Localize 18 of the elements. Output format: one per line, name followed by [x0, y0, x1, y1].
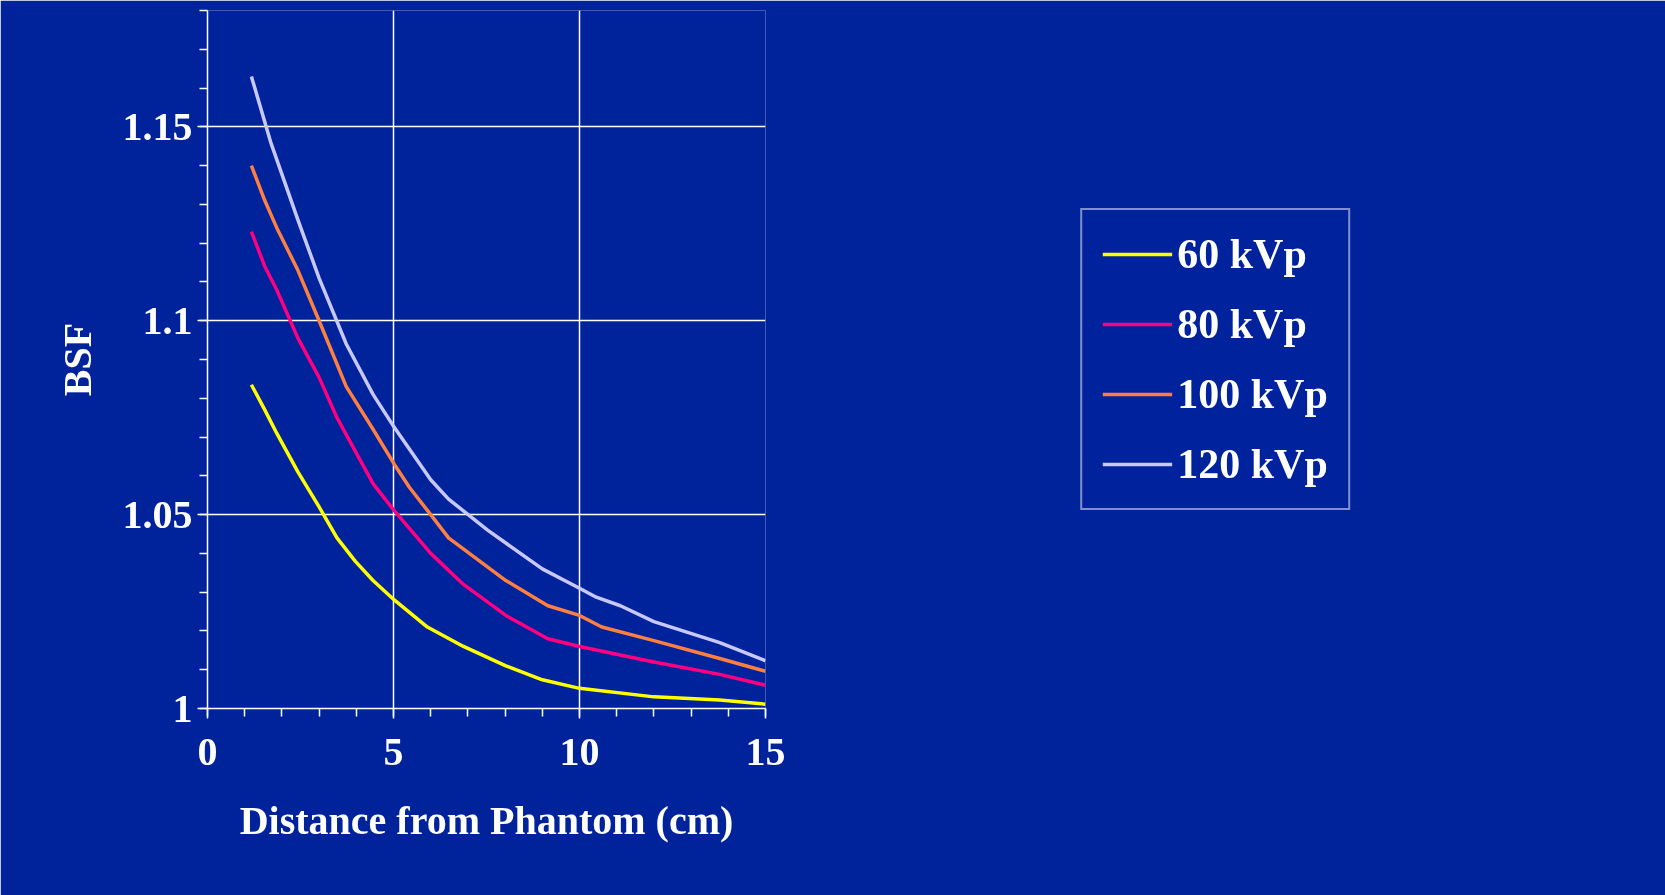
x-tick-label: 15	[745, 728, 786, 774]
y-axis-title: BSF	[54, 322, 100, 397]
legend-label: 80 kVp	[1177, 300, 1307, 348]
line-series	[249, 229, 766, 687]
line-series	[249, 74, 766, 663]
legend-label: 120 kVp	[1177, 440, 1328, 488]
y-tick-label: 1.05	[122, 491, 193, 537]
line-series	[249, 382, 766, 706]
y-tick-label: 1.1	[142, 297, 193, 343]
legend-label: 100 kVp	[1177, 370, 1328, 418]
legend-label: 60 kVp	[1177, 230, 1307, 278]
line-series	[249, 163, 766, 674]
x-axis-title: Distance from Phantom (cm)	[239, 797, 734, 843]
y-tick-label: 1.15	[122, 103, 193, 149]
x-tick-label: 0	[197, 728, 218, 774]
y-tick-label: 1	[172, 685, 193, 731]
x-tick-label: 5	[383, 728, 404, 774]
x-tick-label: 10	[559, 728, 600, 774]
